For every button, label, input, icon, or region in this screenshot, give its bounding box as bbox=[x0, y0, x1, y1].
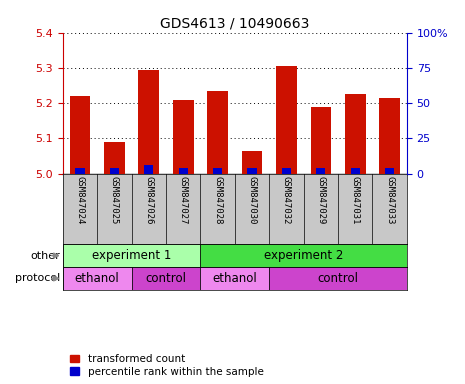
Bar bbox=[213, 168, 222, 174]
Bar bbox=[282, 168, 291, 174]
Text: GSM847026: GSM847026 bbox=[144, 176, 153, 224]
Bar bbox=[200, 244, 407, 267]
Bar bbox=[144, 165, 153, 174]
Bar bbox=[70, 96, 90, 174]
Bar bbox=[63, 244, 200, 267]
Text: ethanol: ethanol bbox=[75, 272, 120, 285]
Bar bbox=[63, 267, 132, 290]
Bar bbox=[269, 267, 407, 290]
Bar bbox=[379, 98, 400, 174]
Bar bbox=[351, 168, 360, 174]
Text: GSM847028: GSM847028 bbox=[213, 176, 222, 224]
Bar bbox=[276, 66, 297, 174]
Bar bbox=[200, 267, 269, 290]
Bar bbox=[104, 142, 125, 174]
Bar bbox=[110, 168, 119, 174]
Bar bbox=[247, 168, 257, 174]
Text: experiment 1: experiment 1 bbox=[92, 249, 171, 262]
Bar bbox=[311, 107, 331, 174]
Text: GSM847027: GSM847027 bbox=[179, 176, 188, 224]
Bar bbox=[179, 168, 188, 174]
Text: other: other bbox=[31, 250, 60, 261]
Bar bbox=[132, 267, 200, 290]
Text: GSM847031: GSM847031 bbox=[351, 176, 360, 224]
Bar bbox=[139, 70, 159, 174]
Text: GSM847025: GSM847025 bbox=[110, 176, 119, 224]
Bar bbox=[242, 151, 262, 174]
Text: GSM847029: GSM847029 bbox=[316, 176, 326, 224]
Text: GSM847030: GSM847030 bbox=[247, 176, 257, 224]
Text: protocol: protocol bbox=[15, 273, 60, 283]
Text: control: control bbox=[318, 272, 359, 285]
Text: GSM847033: GSM847033 bbox=[385, 176, 394, 224]
Text: control: control bbox=[146, 272, 186, 285]
Bar bbox=[75, 168, 85, 174]
Text: GSM847024: GSM847024 bbox=[75, 176, 85, 224]
Legend: transformed count, percentile rank within the sample: transformed count, percentile rank withi… bbox=[68, 352, 266, 379]
Bar bbox=[173, 99, 193, 174]
Text: GSM847032: GSM847032 bbox=[282, 176, 291, 224]
Bar bbox=[385, 168, 394, 174]
Bar bbox=[316, 168, 326, 174]
Text: ethanol: ethanol bbox=[213, 272, 257, 285]
Title: GDS4613 / 10490663: GDS4613 / 10490663 bbox=[160, 16, 310, 30]
Text: experiment 2: experiment 2 bbox=[264, 249, 343, 262]
Bar bbox=[345, 94, 365, 174]
Bar bbox=[207, 91, 228, 174]
